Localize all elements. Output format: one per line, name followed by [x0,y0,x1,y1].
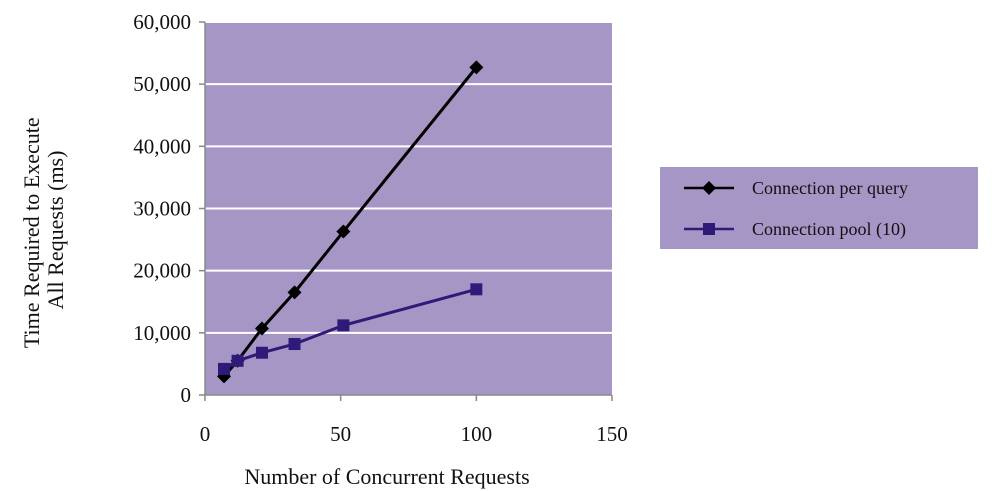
y-axis-ticks: 0 10,000 20,000 30,000 40,000 50,000 60,000 [133,10,205,407]
x-tick-label: 150 [596,422,628,446]
data-point-connection-per-query [336,224,351,239]
legend-marker-connection-pool [703,223,715,235]
legend-label-connection-per-query: Connection per query [752,178,908,198]
gridlines [205,21,612,334]
y-tick-label: 40,000 [133,134,191,158]
legend-box [660,167,978,249]
x-axis-ticks: 0 50 100 150 [200,395,628,446]
x-tick-label: 100 [461,422,493,446]
x-axis-title: Number of Concurrent Requests [244,464,529,489]
x-tick-label: 50 [330,422,351,446]
data-point-connection-per-query [287,285,302,300]
y-axis-title-line-2: All Requests (ms) [43,151,68,310]
data-point-connection-pool-10 [337,319,350,332]
legend: Connection per query Connection pool (10… [660,167,978,249]
series-group [216,60,484,384]
legend-marker-connection-per-query [702,181,716,195]
data-point-connection-per-query [469,60,484,75]
y-tick-label: 50,000 [133,72,191,96]
legend-label-connection-pool: Connection pool (10) [752,219,906,240]
data-point-connection-pool-10 [470,283,483,296]
y-tick-label: 10,000 [133,321,191,345]
data-point-connection-pool-10 [231,354,244,367]
y-tick-label: 20,000 [133,259,191,283]
y-tick-label: 30,000 [133,197,191,221]
y-tick-label: 60,000 [133,10,191,34]
y-axis-title-line-1: Time Required to Execute [19,117,44,348]
data-point-connection-pool-10 [255,346,268,359]
data-point-connection-per-query [254,321,269,336]
x-tick-label: 0 [200,422,211,446]
y-axis-title: Time Required to Execute All Requests (m… [19,112,68,348]
y-tick-label: 0 [181,383,192,407]
data-point-connection-pool-10 [217,362,230,375]
data-point-connection-pool-10 [288,338,301,351]
